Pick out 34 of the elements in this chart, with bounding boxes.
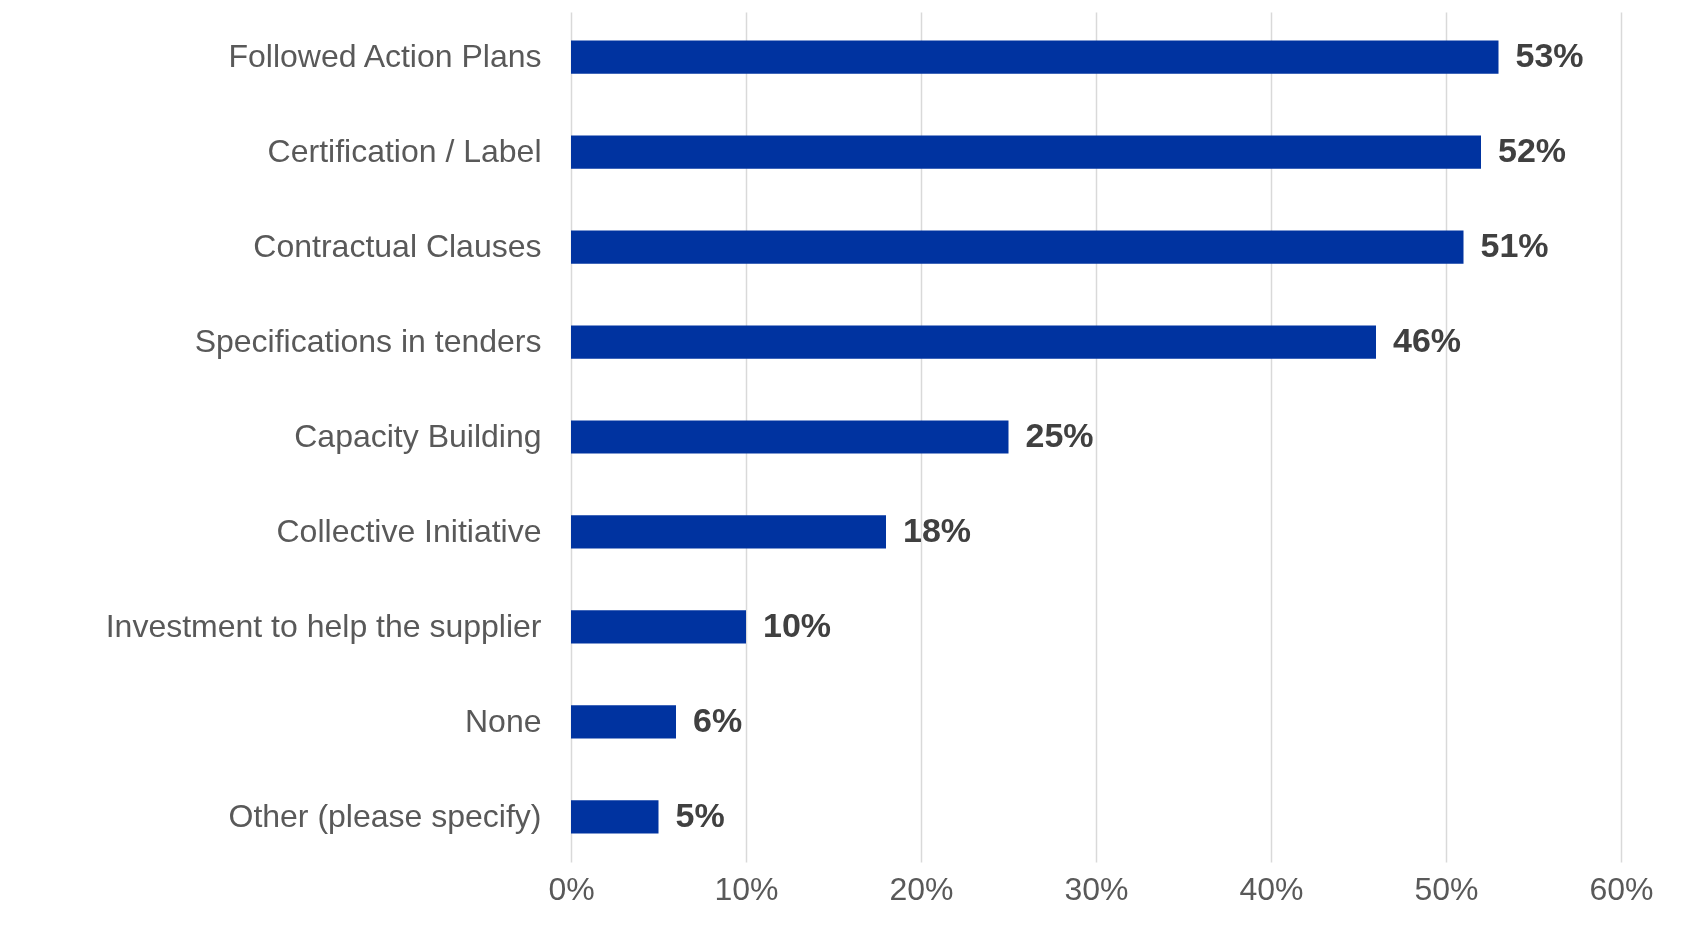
data-label: 51% xyxy=(1480,226,1549,265)
data-label: 18% xyxy=(903,510,972,549)
y-tick-label: Contractual Clauses xyxy=(253,228,542,265)
x-tick-label: 50% xyxy=(1414,870,1479,907)
bar xyxy=(571,135,1481,169)
x-tick-label: 20% xyxy=(889,870,954,907)
data-label: 53% xyxy=(1515,36,1584,75)
bar xyxy=(571,420,1009,454)
x-tick-label: 0% xyxy=(548,870,595,907)
x-tick-label: 30% xyxy=(1064,870,1129,907)
bar xyxy=(571,705,676,739)
bar xyxy=(571,230,1464,264)
x-tick-label: 60% xyxy=(1589,870,1654,907)
y-tick-label: Capacity Building xyxy=(294,418,542,454)
bar xyxy=(571,515,886,549)
data-label: 6% xyxy=(693,700,743,739)
data-label: 25% xyxy=(1025,416,1094,454)
y-tick-label: Certification / Label xyxy=(267,133,542,170)
y-tick-label: Other (please specify) xyxy=(228,797,542,834)
bar xyxy=(571,800,659,834)
data-label: 10% xyxy=(763,605,832,644)
bar xyxy=(571,610,746,644)
bar xyxy=(571,325,1376,359)
data-label: 52% xyxy=(1498,131,1567,170)
y-tick-label: Specifications in tenders xyxy=(194,323,542,360)
bar xyxy=(571,40,1499,74)
x-tick-label: 10% xyxy=(714,870,779,907)
y-tick-label: Investment to help the supplier xyxy=(105,607,542,644)
data-label: 5% xyxy=(675,795,725,834)
x-tick-label: 40% xyxy=(1239,870,1304,907)
y-tick-label: Collective Initiative xyxy=(276,512,542,549)
y-tick-label: None xyxy=(465,702,542,739)
y-tick-label: Followed Action Plans xyxy=(228,38,542,75)
data-label: 46% xyxy=(1393,321,1462,360)
